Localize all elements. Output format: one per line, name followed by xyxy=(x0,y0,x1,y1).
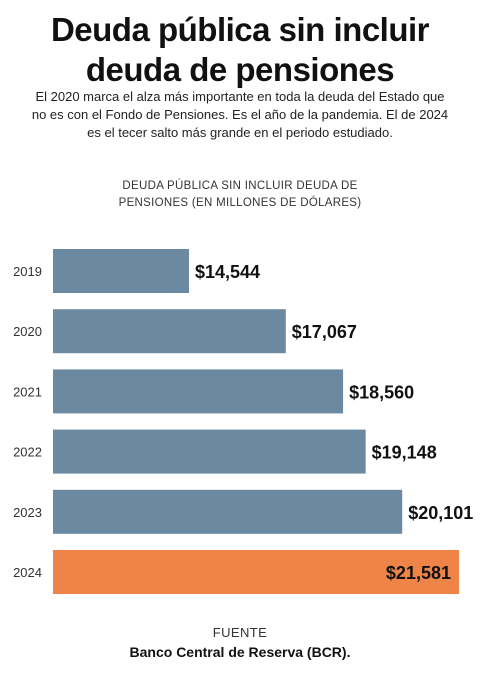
year-tick-label: 2021 xyxy=(13,384,42,399)
year-tick-label: 2024 xyxy=(13,565,42,580)
bar-value-label: $19,148 xyxy=(372,443,437,463)
bar-value-label: $21,581 xyxy=(386,563,451,583)
source-value: Banco Central de Reserva (BCR). xyxy=(129,644,351,660)
year-tick-label: 2022 xyxy=(13,445,42,460)
bar-2020 xyxy=(53,309,286,354)
bar-2019 xyxy=(53,249,189,293)
bar-2021 xyxy=(53,369,344,414)
bar-2022 xyxy=(53,429,366,474)
subtitle-line-3: es el tecer salto más grande en el perio… xyxy=(87,125,393,140)
bar-value-label: $14,544 xyxy=(195,262,260,282)
bar-value-label: $18,560 xyxy=(349,382,414,402)
chart-title-line-1: DEUDA PÚBLICA SIN INCLUIR DEUDA DE xyxy=(122,180,358,192)
year-tick-label: 2020 xyxy=(13,324,42,339)
bar-value-label: $20,101 xyxy=(408,503,473,523)
year-tick-label: 2023 xyxy=(13,505,42,520)
bar-2023 xyxy=(53,489,403,534)
source-label: FUENTE xyxy=(212,625,268,640)
subtitle-line-1: El 2020 marca el alza más importante en … xyxy=(35,89,445,104)
title-line-1: Deuda pública sin incluir xyxy=(50,11,430,48)
page-title: Deuda pública sin incluir deuda de pensi… xyxy=(0,10,480,90)
title-line-2: deuda de pensiones xyxy=(85,51,395,88)
bar-2024 xyxy=(53,550,459,594)
chart-title: DEUDA PÚBLICA SIN INCLUIR DEUDA DE PENSI… xyxy=(60,178,420,212)
year-tick-label: 2019 xyxy=(13,264,42,279)
subtitle-line-2: no es con el Fondo de Pensiones. Es el a… xyxy=(31,107,449,122)
bar-value-label: $17,067 xyxy=(292,322,357,342)
subtitle: El 2020 marca el alza más importante en … xyxy=(20,88,460,142)
chart-title-line-2: PENSIONES (EN MILLONES DE DÓLARES) xyxy=(118,197,362,209)
